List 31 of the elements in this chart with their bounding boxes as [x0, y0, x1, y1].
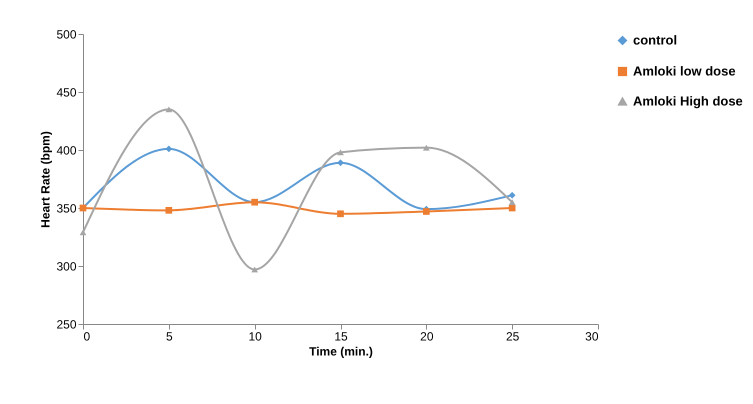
point — [80, 229, 86, 236]
point — [422, 208, 430, 215]
y-tick-label: 450 — [56, 86, 77, 100]
legend-label: Amloki low dose — [633, 64, 736, 78]
point — [337, 149, 344, 156]
x-tick-label: 25 — [506, 330, 520, 344]
x-tick-label: 30 — [585, 330, 599, 344]
x-tick-label: 10 — [248, 330, 262, 344]
point — [422, 144, 430, 151]
y-tick-label: 300 — [56, 260, 77, 274]
point — [165, 206, 172, 214]
y-tick-label: 250 — [56, 318, 77, 332]
x-tick-label: 20 — [420, 330, 434, 344]
x-tick-label: 15 — [334, 330, 348, 344]
x-tick-label: 0 — [84, 330, 90, 344]
point — [165, 145, 172, 152]
point — [508, 204, 516, 212]
legend-label: control — [633, 32, 678, 48]
point — [165, 106, 172, 112]
y-tick-label: 350 — [56, 202, 77, 216]
point — [508, 192, 516, 199]
x-axis-title: Time (min.) — [309, 344, 373, 358]
point — [337, 210, 344, 218]
legend-label: Amloki High dose — [633, 94, 743, 108]
point — [508, 199, 516, 206]
y-axis-title: Heart Rate (bpm) — [38, 131, 52, 228]
y-tick-label: 400 — [56, 144, 77, 158]
point — [337, 159, 344, 166]
point — [251, 266, 258, 272]
y-tick-label: 500 — [56, 28, 77, 42]
x-tick-label: 5 — [166, 330, 173, 344]
